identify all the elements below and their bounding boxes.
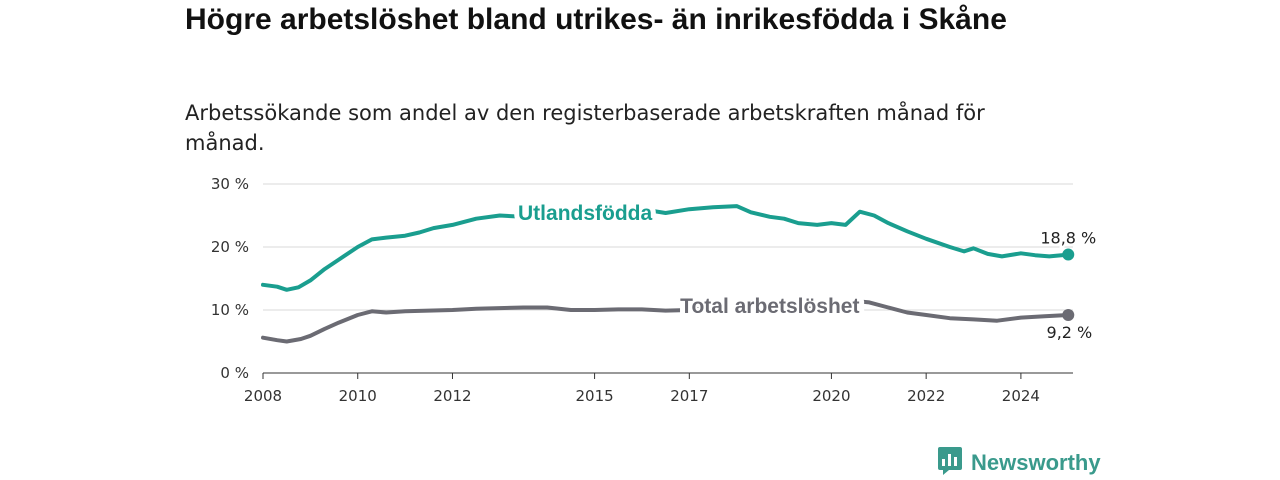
y-tick-label: 20 %	[211, 238, 249, 256]
series-line	[261, 204, 1071, 292]
x-axis: 2008 2010 2012 2015 2017 2020 2022 2024	[244, 373, 1040, 405]
series-end-point	[1062, 309, 1075, 322]
newsworthy-logo: Newsworthy	[937, 447, 1101, 479]
x-tick-label: 2012	[433, 387, 471, 405]
series-line	[261, 298, 1071, 344]
y-tick-label: 0 %	[220, 364, 249, 382]
series-lines	[261, 204, 1075, 344]
x-tick-label: 2010	[339, 387, 377, 405]
newsworthy-chart-icon	[937, 446, 963, 480]
y-axis-ticks: 0 % 10 % 20 % 30 %	[211, 175, 249, 382]
y-tick-label: 30 %	[211, 175, 249, 193]
y-tick-label: 10 %	[211, 301, 249, 319]
series-name-label: Utlandsfödda	[518, 202, 652, 225]
brand-name: Newsworthy	[971, 450, 1101, 475]
series-end-label: 18,8 %	[1040, 229, 1096, 248]
x-tick-label: 2015	[575, 387, 613, 405]
chart-subtitle: Arbetssökande som andel av den registerb…	[185, 101, 985, 155]
series-labels: Utlandsfödda 18,8 % Total arbetslöshet 9,2 …	[513, 197, 1098, 344]
series-end-label: 9,2 %	[1047, 323, 1093, 342]
x-tick-label: 2022	[907, 387, 945, 405]
line-chart: 0 % 10 % 20 % 30 % 2008 2010 2012 2015 2017 2020…	[211, 175, 1098, 405]
chart-title: Högre arbetslöshet bland utrikes- än inr…	[185, 3, 1007, 36]
x-tick-label: 2020	[812, 387, 850, 405]
series-end-point	[1062, 248, 1075, 261]
x-tick-label: 2024	[1002, 387, 1040, 405]
series-name-label: Total arbetslöshet	[680, 295, 859, 318]
x-tick-label: 2017	[670, 387, 708, 405]
x-tick-label: 2008	[244, 387, 282, 405]
